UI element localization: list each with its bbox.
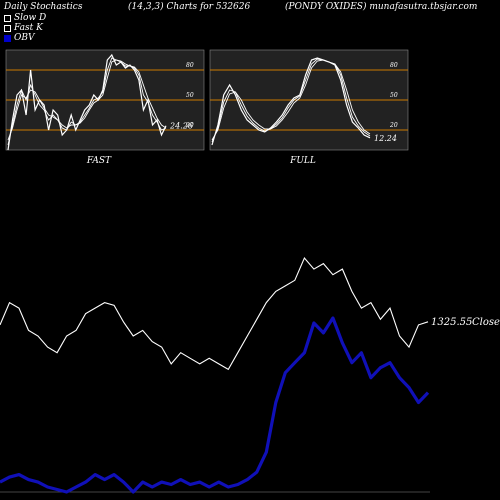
obv-line	[0, 316, 430, 494]
full-last-value-label: 12.24	[374, 134, 397, 143]
legend-item-slow-d: Slow D	[4, 13, 46, 23]
close-word-label: Close	[472, 317, 500, 328]
fast-tick-label-80: 80	[186, 62, 194, 69]
full-line-1	[211, 58, 371, 143]
fast-line-1	[7, 57, 167, 146]
fast-line-0	[7, 53, 167, 151]
obv-swatch	[4, 34, 11, 42]
full-line-0	[211, 57, 371, 146]
full-line-2	[211, 59, 371, 141]
fast-panel-label: FAST	[86, 156, 112, 166]
legend-label-slow-d: Slow D	[14, 13, 47, 23]
legend-label-fast-k: Fast K	[14, 23, 43, 33]
fast-last-value-label: 24.26	[169, 122, 193, 131]
fast-tick-label-20: 20	[185, 122, 194, 129]
chart-params: (14,3,3) Charts for 532626	[128, 2, 251, 12]
fast-line-2	[7, 59, 167, 141]
chart-title: Daily Stochastics	[4, 2, 83, 12]
full-tick-label-20: 20	[389, 122, 398, 129]
close-value-label: 1325.55	[431, 317, 472, 328]
legend-item-obv: OBV	[4, 33, 35, 43]
legend-label-obv: OBV	[14, 33, 35, 43]
fast-tick-label-50: 50	[186, 92, 194, 99]
close-price-line	[0, 256, 429, 371]
slow-d-swatch	[4, 14, 11, 22]
legend-item-fast-k: Fast K	[4, 23, 43, 33]
fast-k-swatch	[4, 24, 11, 32]
full-tick-label-50: 50	[390, 92, 398, 99]
full-tick-label-80: 80	[390, 62, 398, 69]
full-panel-label: FULL	[289, 156, 316, 166]
company-name: (PONDY OXIDES) munafasutra.tbsjar.com	[285, 2, 478, 12]
